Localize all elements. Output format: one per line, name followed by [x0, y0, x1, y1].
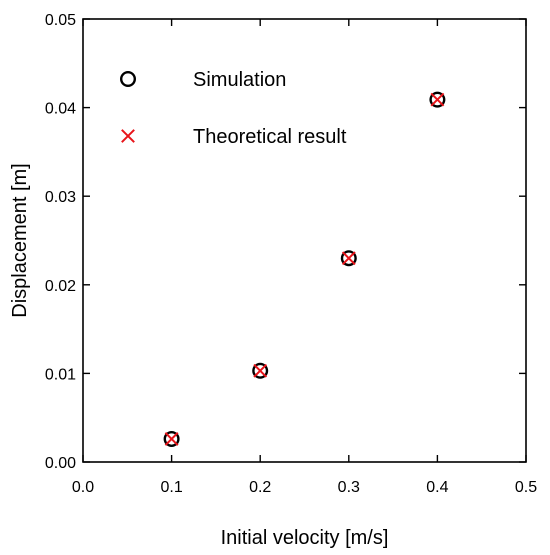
x-tick-label: 0.4	[426, 479, 448, 496]
x-tick-label: 0.5	[515, 479, 537, 496]
y-tick-label: 0.01	[45, 366, 76, 383]
simulation-point	[252, 362, 269, 379]
legend-simulation-marker	[119, 70, 136, 87]
x-axis-title: Initial velocity [m/s]	[221, 527, 389, 549]
plot-frame	[82, 18, 527, 463]
tick-labels-layer: 0.0 0.1 0.2 0.3 0.4 0.5 0.00 0.01 0.02 0.03 0.04 0.…	[45, 12, 537, 496]
theoretical-point-stroke-b	[164, 432, 179, 446]
theoretical-point-stroke-b	[430, 92, 445, 107]
simulation-point	[163, 430, 180, 447]
x-tick-label: 0.0	[72, 479, 94, 496]
y-tick-label: 0.04	[45, 101, 76, 118]
x-tick-label: 0.3	[338, 479, 360, 496]
theoretical-point	[430, 92, 445, 107]
markers-layer	[163, 91, 446, 447]
legend-label: Theoretical result	[193, 126, 347, 148]
y-tick-label: 0.05	[45, 12, 76, 29]
theoretical-point-stroke-b	[341, 251, 356, 266]
x-tick-label: 0.2	[249, 479, 271, 496]
y-axis-title: Displacement [m]	[9, 163, 31, 318]
theoretical-point	[341, 251, 356, 266]
legend-theoretical-marker-stroke-b	[121, 129, 135, 143]
simulation-point	[340, 250, 357, 267]
theoretical-point	[164, 432, 179, 446]
simulation-point	[429, 91, 446, 108]
legend-theoretical-marker	[121, 129, 135, 143]
theoretical-point-stroke-b	[253, 363, 268, 378]
legend-label: Simulation	[193, 69, 286, 91]
y-tick-label: 0.03	[45, 189, 76, 206]
ticks-layer	[82, 18, 527, 463]
y-tick-label: 0.02	[45, 278, 76, 295]
y-tick-label: 0.00	[45, 455, 76, 472]
theoretical-point	[253, 363, 268, 378]
x-tick-label: 0.1	[160, 479, 182, 496]
legend: Simulation Theoretical result	[119, 69, 347, 148]
